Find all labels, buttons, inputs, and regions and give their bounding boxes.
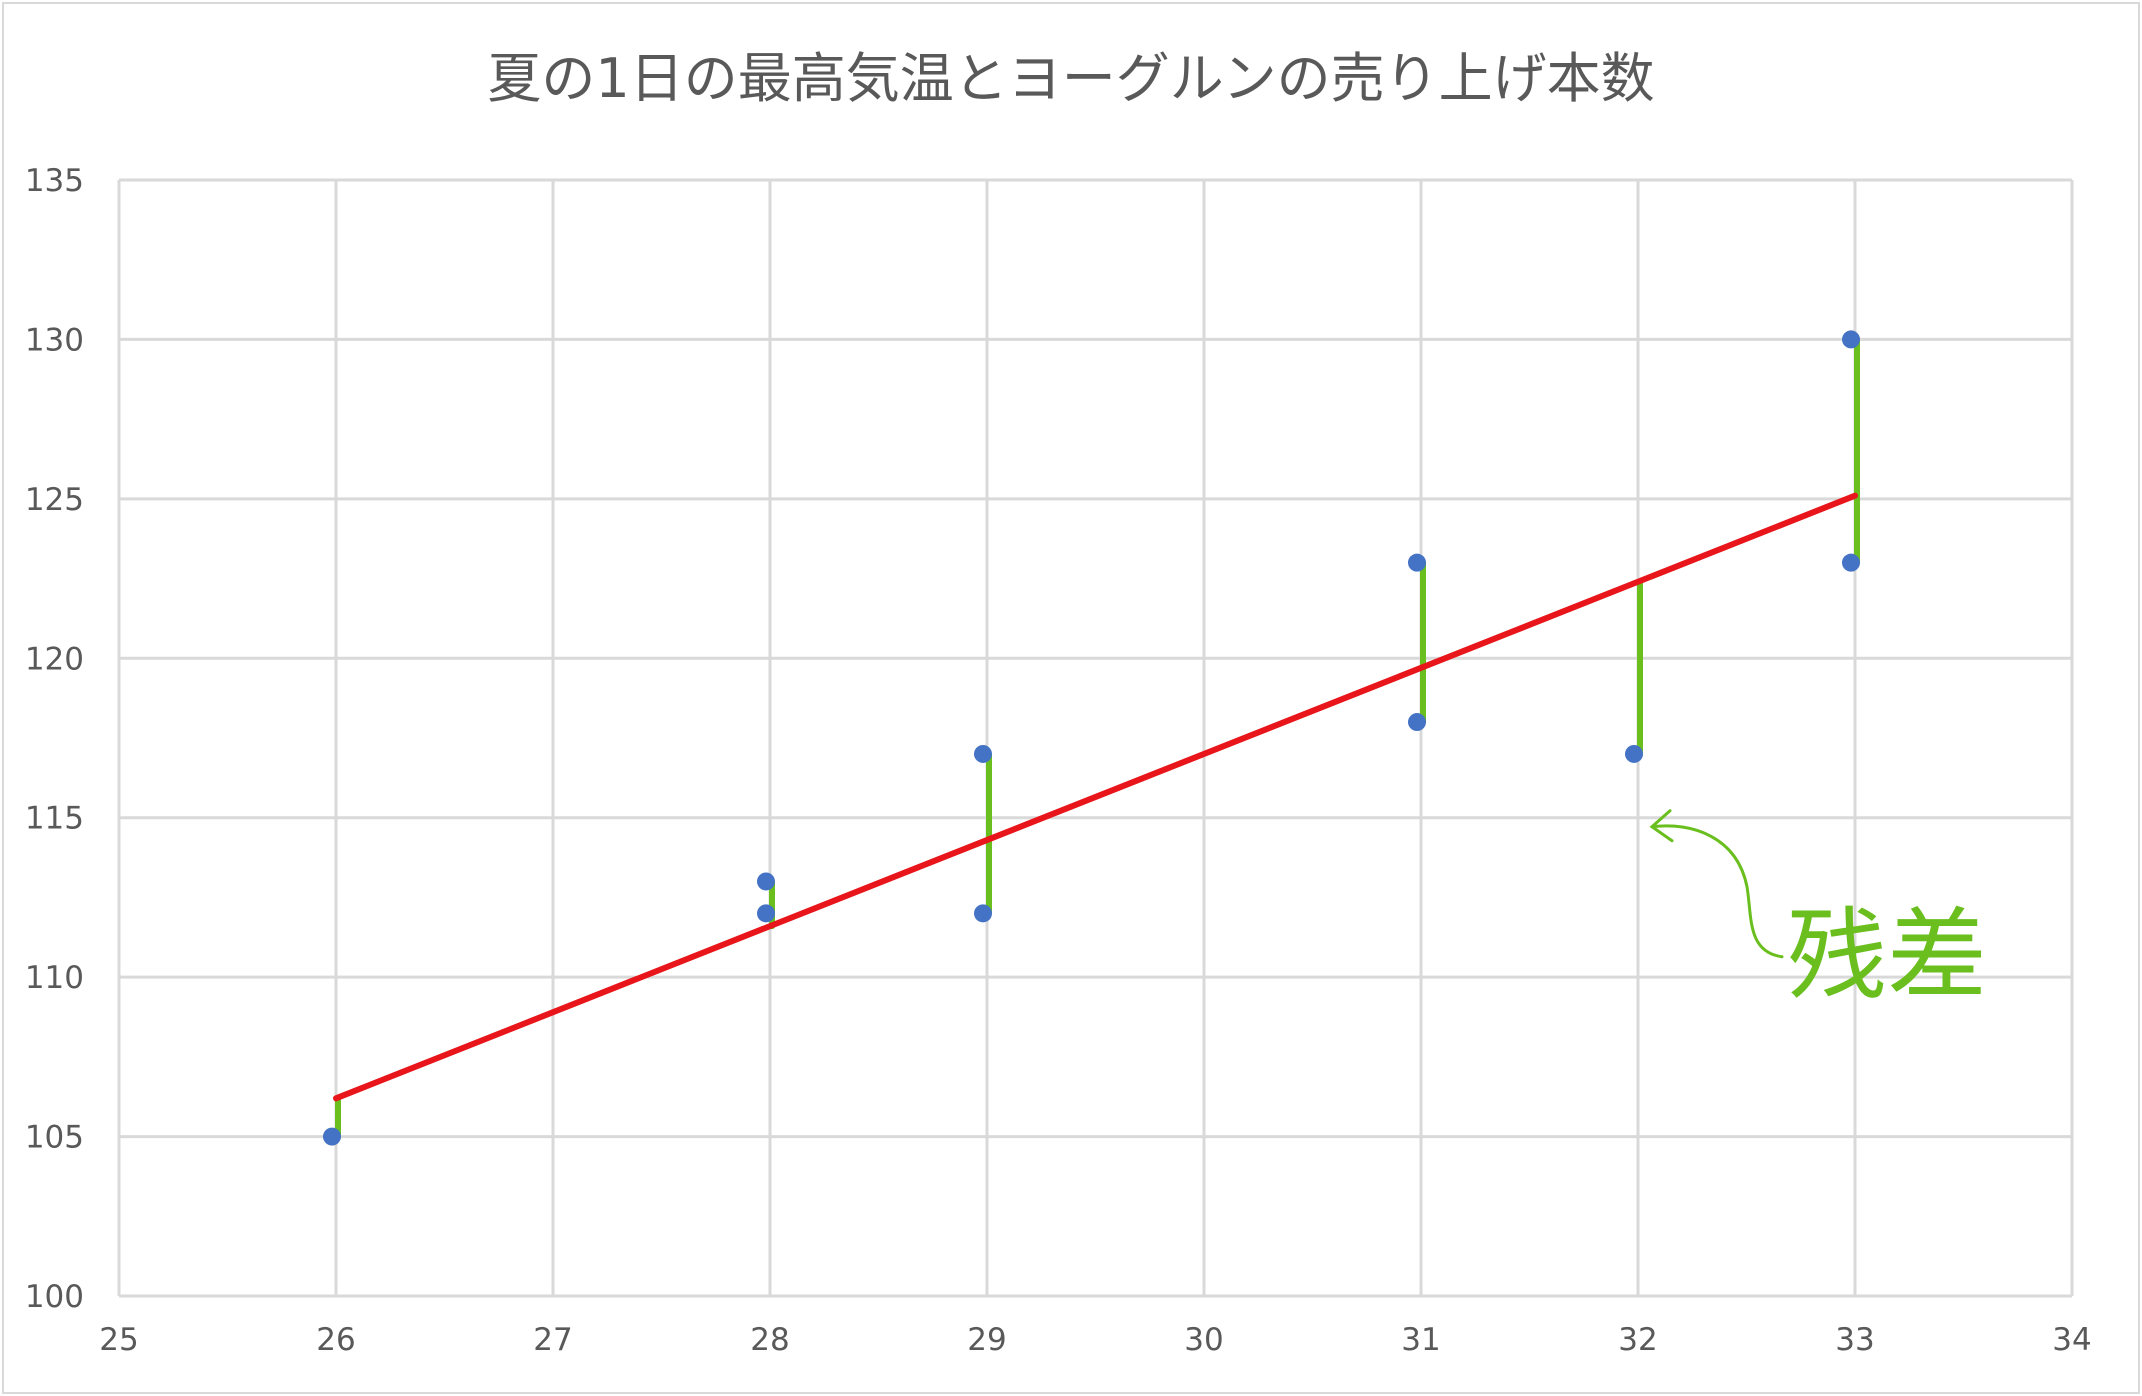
y-tick-label: 120: [25, 641, 84, 677]
x-tick-label: 25: [99, 1322, 138, 1358]
x-tick-label: 33: [1835, 1322, 1874, 1358]
y-tick-label: 130: [25, 322, 84, 358]
x-tick-label: 32: [1618, 1322, 1657, 1358]
y-tick-label: 125: [25, 482, 84, 518]
x-tick-label: 27: [533, 1322, 572, 1358]
residual-lines: [335, 336, 1860, 1140]
y-tick-label: 100: [25, 1279, 84, 1315]
x-tick-label: 26: [316, 1322, 355, 1358]
x-tick-label: 30: [1184, 1322, 1223, 1358]
data-point: [757, 872, 775, 891]
chart-title: 夏の1日の最高気温とヨーグルンの売り上げ本数: [487, 47, 1654, 110]
data-point: [1625, 744, 1643, 763]
data-point: [1408, 553, 1426, 572]
data-point: [323, 1127, 341, 1146]
data-point: [974, 904, 992, 923]
x-tick-label: 28: [750, 1322, 789, 1358]
y-tick-label: 135: [25, 163, 84, 199]
y-tick-label: 115: [25, 801, 84, 837]
data-point: [974, 744, 992, 763]
y-tick-label: 110: [25, 960, 84, 996]
data-point: [757, 904, 775, 923]
grid: [117, 178, 2074, 1298]
x-tick-label: 31: [1401, 1322, 1440, 1358]
data-points: [323, 330, 1860, 1146]
regression-line: [333, 492, 1858, 1102]
annotation-residual-label: 残差: [1787, 897, 1987, 1014]
y-tick-label: 105: [25, 1120, 84, 1156]
y-axis-ticks: 100 105 110 115 120 125 130 135: [25, 163, 84, 1315]
annotation-arrow: [1649, 809, 1784, 959]
data-point: [1842, 553, 1860, 572]
data-point: [1408, 713, 1426, 732]
x-tick-label: 29: [967, 1322, 1006, 1358]
x-axis-ticks: 25 26 27 28 29 30 31 32 33 34: [99, 1322, 2091, 1358]
data-point: [1842, 330, 1860, 349]
x-tick-label: 34: [2052, 1322, 2091, 1358]
